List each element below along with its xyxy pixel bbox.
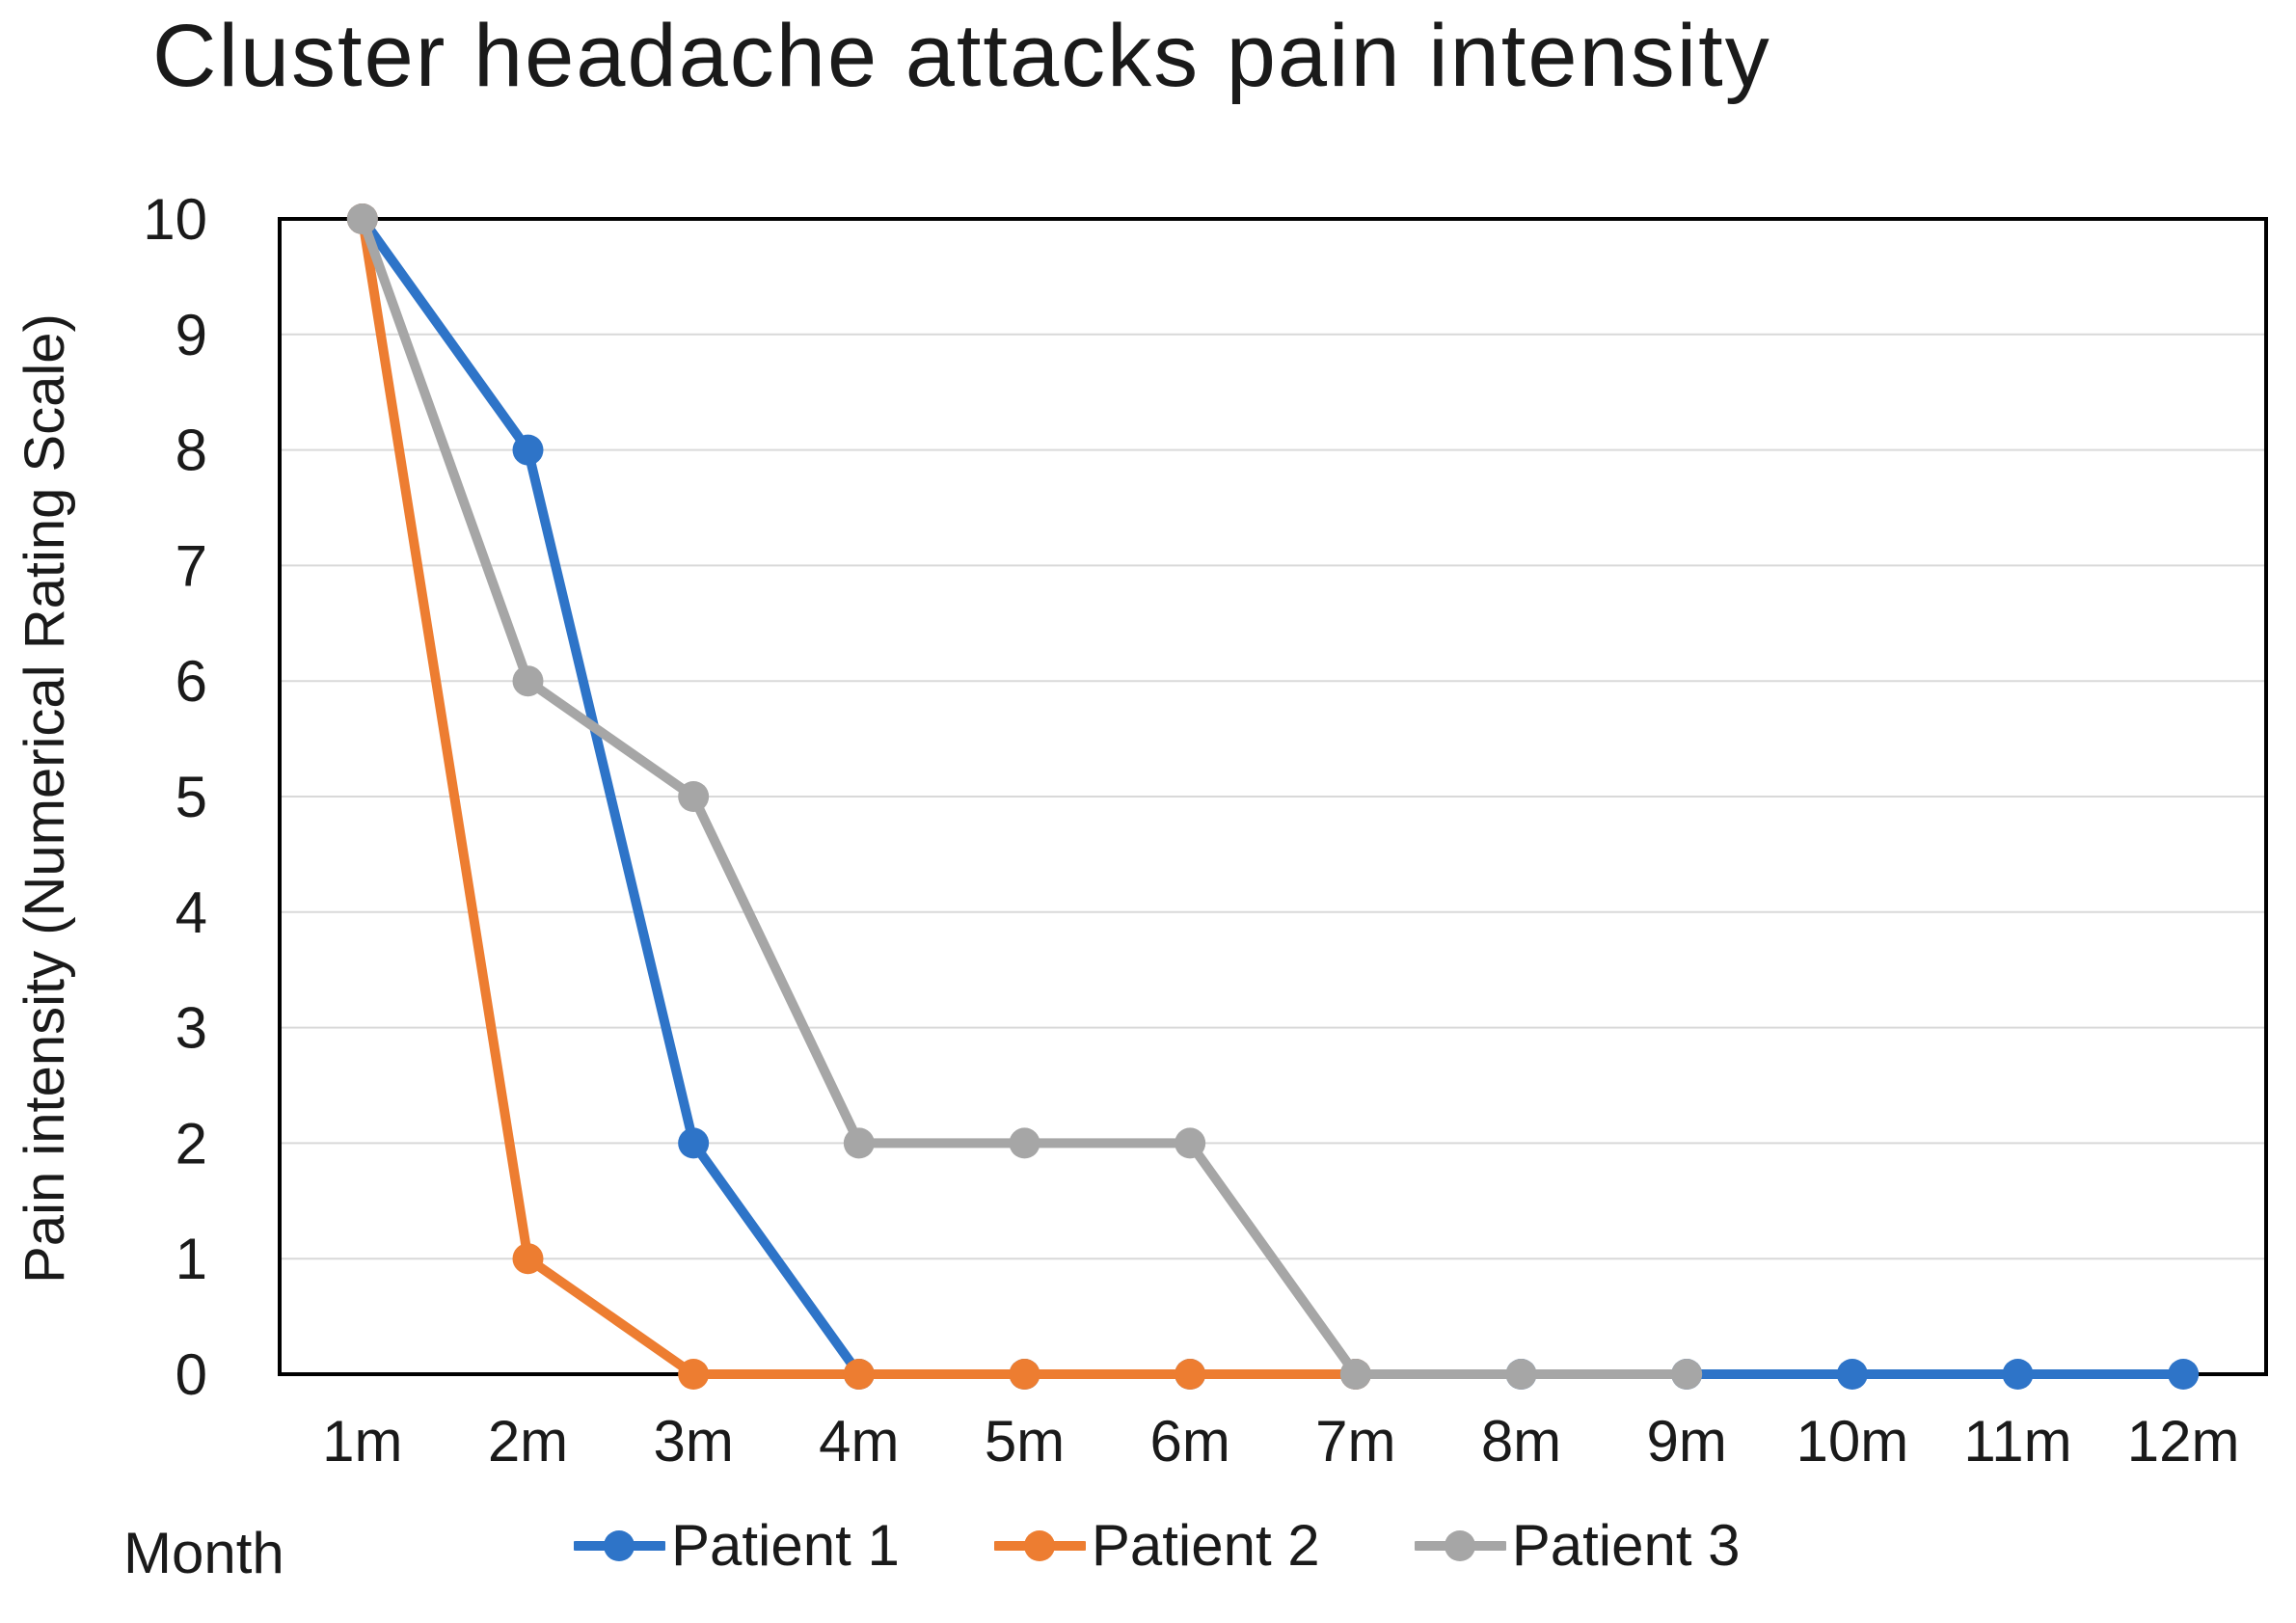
data-point-marker-patient-3 [1175, 1127, 1206, 1159]
data-point-marker-patient-2 [678, 1359, 710, 1390]
legend-label: Patient 3 [1511, 1513, 1741, 1578]
legend-label: Patient 1 [671, 1513, 900, 1578]
data-point-marker-patient-1 [512, 434, 544, 466]
y-tick-label: 7 [176, 533, 207, 598]
x-tick-label: 10m [1796, 1409, 1908, 1474]
legend-item-patient-3: Patient 3 [1414, 1512, 1741, 1579]
data-point-marker-patient-3 [1339, 1359, 1371, 1390]
y-tick-label: 6 [176, 649, 207, 714]
data-point-marker-patient-2 [843, 1359, 875, 1390]
data-point-marker-patient-3 [1671, 1359, 1703, 1390]
y-tick-label: 3 [176, 996, 207, 1061]
x-tick-label: 6m [1149, 1409, 1229, 1474]
data-point-marker-patient-1 [2002, 1359, 2034, 1390]
legend: Patient 1 Patient 2 Patient 3 [574, 1512, 1741, 1579]
x-tick-label: 12m [2127, 1409, 2240, 1474]
x-tick-label: 2m [488, 1409, 568, 1474]
data-point-marker-patient-3 [346, 203, 378, 234]
y-tick-label: 0 [176, 1342, 207, 1407]
chart-title: Cluster headache attacks pain intensity [152, 7, 1771, 105]
data-point-marker-patient-3 [512, 665, 544, 697]
y-tick-label: 1 [176, 1227, 207, 1291]
data-point-marker-patient-1 [1836, 1359, 1868, 1390]
y-tick-label: 8 [176, 419, 207, 483]
data-point-marker-patient-2 [1009, 1359, 1040, 1390]
x-tick-label: 11m [1963, 1409, 2071, 1474]
legend-marker-icon [993, 1529, 1086, 1561]
y-tick-label: 9 [176, 303, 207, 367]
data-point-marker-patient-3 [843, 1127, 875, 1159]
y-tick-label: 5 [176, 765, 207, 829]
x-tick-label: 4m [819, 1409, 899, 1474]
legend-marker-icon [1414, 1529, 1506, 1561]
data-point-marker-patient-2 [512, 1243, 544, 1275]
legend-marker-icon [574, 1529, 665, 1561]
legend-marker-dot [1444, 1529, 1475, 1561]
legend-label: Patient 2 [1091, 1513, 1320, 1578]
x-tick-label: 3m [653, 1409, 733, 1474]
data-point-marker-patient-3 [678, 781, 710, 812]
x-axis-title: Month [123, 1521, 284, 1585]
data-point-marker-patient-1 [678, 1127, 710, 1159]
x-tick-label: 7m [1315, 1409, 1395, 1474]
data-point-marker-patient-3 [1505, 1359, 1537, 1390]
data-point-marker-patient-1 [2168, 1359, 2200, 1390]
data-point-marker-patient-2 [1175, 1359, 1206, 1390]
x-tick-label: 9m [1646, 1409, 1726, 1474]
legend-marker-dot [604, 1529, 635, 1561]
legend-item-patient-2: Patient 2 [993, 1512, 1320, 1579]
y-tick-label: 4 [176, 880, 207, 945]
x-tick-label: 5m [985, 1409, 1065, 1474]
x-tick-label: 8m [1481, 1409, 1561, 1474]
legend-marker-dot [1023, 1529, 1055, 1561]
y-tick-label: 2 [176, 1111, 207, 1176]
data-point-marker-patient-3 [1009, 1127, 1040, 1159]
legend-item-patient-1: Patient 1 [574, 1512, 900, 1579]
x-tick-label: 1m [322, 1409, 402, 1474]
y-tick-label: 10 [143, 187, 207, 252]
